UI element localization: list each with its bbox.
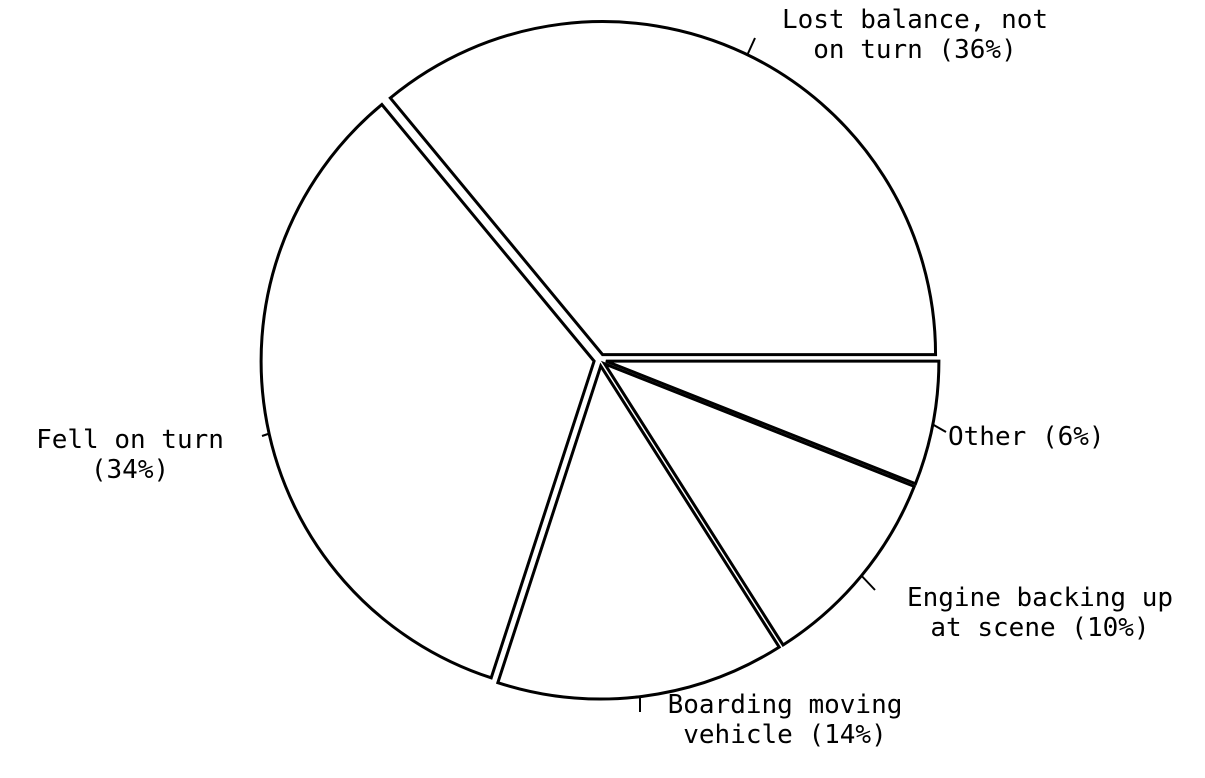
value-label: (36%)	[938, 35, 1017, 65]
pie-slice	[388, 20, 938, 357]
slice-label: Fell on turn (34%)	[30, 425, 230, 485]
category-label: Lost balance, not on turn	[781, 5, 1049, 65]
category-label: Engine backing up at scene	[906, 583, 1174, 643]
category-label: Other	[948, 422, 1027, 452]
slice-label: Other (6%)	[948, 422, 1148, 452]
pie-slice	[605, 359, 941, 486]
value-label: (10%)	[1071, 613, 1150, 643]
value-label: (34%)	[90, 455, 170, 485]
pie-slice	[600, 360, 917, 648]
category-label: Boarding moving vehicle	[667, 690, 903, 750]
category-label: Fell on turn	[36, 425, 224, 455]
pie-slice	[495, 362, 782, 701]
value-label: (14%)	[808, 720, 887, 750]
pie-slice	[259, 102, 596, 680]
value-label: (6%)	[1041, 422, 1105, 452]
slice-label: Lost balance, not on turn (36%)	[775, 5, 1055, 65]
slice-label: Boarding moving vehicle (14%)	[660, 690, 910, 750]
slice-label: Engine backing up at scene (10%)	[900, 583, 1180, 643]
